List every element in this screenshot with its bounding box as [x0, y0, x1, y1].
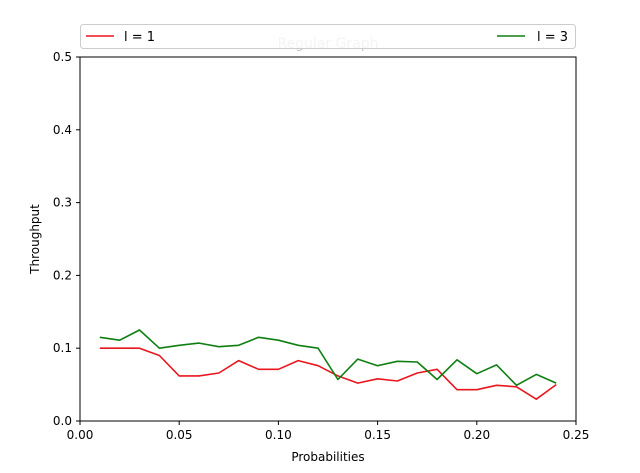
x-axis: 0.00 0.05 0.10 0.15 0.20 0.25: [67, 421, 590, 442]
x-tick-label: 0.20: [463, 428, 490, 442]
series-line-l3: [99, 329, 557, 387]
x-tick-label: 0.15: [364, 428, 391, 442]
y-tick-label: 0.1: [53, 341, 72, 355]
plot-lines: [99, 329, 557, 401]
plot-frame: [79, 56, 577, 422]
y-tick-label: 0.2: [53, 268, 72, 282]
series-line-l1: [99, 347, 557, 401]
legend-label-l1: l = 1: [124, 30, 155, 45]
x-tick-label: 0.00: [67, 428, 94, 442]
y-axis-label: Throughput: [28, 204, 42, 275]
x-axis-label: Probabilities: [291, 450, 364, 464]
x-tick-label: 0.25: [563, 428, 590, 442]
legend-label-l3: l = 3: [537, 30, 568, 45]
legend: l = 1 l = 3: [80, 24, 576, 49]
y-axis: 0.0 0.1 0.2 0.3 0.4 0.5: [53, 50, 80, 428]
x-tick-label: 0.10: [265, 428, 292, 442]
y-tick-label: 0.5: [53, 50, 72, 64]
y-tick-label: 0.0: [53, 414, 72, 428]
y-tick-label: 0.3: [53, 196, 72, 210]
y-tick-label: 0.4: [53, 123, 72, 137]
x-tick-label: 0.05: [166, 428, 193, 442]
legend-box: [80, 24, 576, 49]
